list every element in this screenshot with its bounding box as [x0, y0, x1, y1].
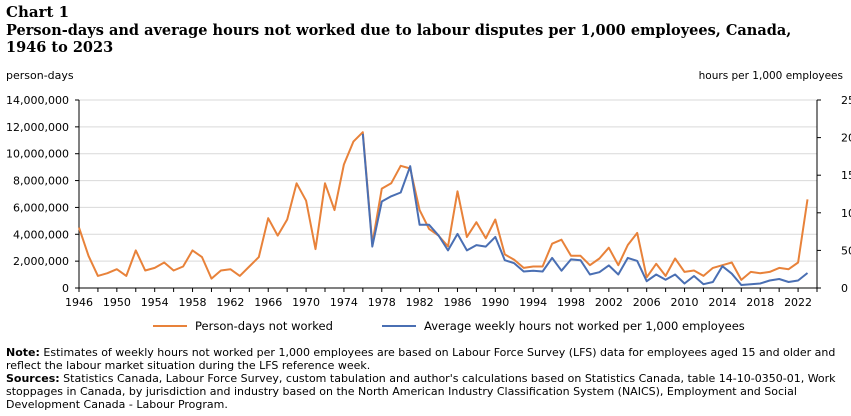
grid-lines	[79, 99, 817, 262]
y2-tick-label: 200	[841, 132, 851, 145]
legend-item-hours: Average weekly hours not worked per 1,00…	[382, 319, 745, 333]
legend-swatch-person-days	[153, 325, 187, 327]
legend-swatch-hours	[382, 325, 416, 327]
x-tick-label: 1990	[481, 296, 509, 309]
chart-title: Person-days and average hours not worked…	[6, 22, 792, 56]
x-tick-label: 1954	[141, 296, 169, 309]
notes-section: Note: Estimates of weekly hours not work…	[6, 346, 844, 411]
y2-tick-label: 50	[841, 244, 851, 257]
x-tick-label: 1950	[103, 296, 131, 309]
x-tick-label: 1986	[443, 296, 471, 309]
series-line-hours	[361, 133, 809, 286]
x-tick-label: 2010	[671, 296, 699, 309]
legend-label-hours: Average weekly hours not worked per 1,00…	[424, 319, 745, 333]
y-tick-label: 12,000,000	[6, 121, 69, 134]
chart-label: Chart 1	[6, 3, 70, 21]
series-line-person-days	[78, 131, 809, 281]
y-tick-label: 10,000,000	[6, 148, 69, 161]
note-text: Estimates of weekly hours not worked per…	[6, 346, 836, 372]
x-tick-label: 2018	[746, 296, 774, 309]
x-tick-label: 2002	[595, 296, 623, 309]
legend-label-person-days: Person-days not worked	[195, 319, 333, 333]
x-tick-label: 1966	[254, 296, 282, 309]
x-tick-label: 1982	[406, 296, 434, 309]
x-tick-label: 1998	[557, 296, 585, 309]
x-tick-label: 1958	[179, 296, 207, 309]
x-tick-label: 1946	[65, 296, 93, 309]
axes	[75, 99, 821, 292]
y-tick-label: 0	[62, 282, 69, 295]
note-label: Note:	[6, 346, 40, 359]
x-tick-label: 1978	[368, 296, 396, 309]
series-lines	[78, 131, 809, 286]
y-tick-label: 14,000,000	[6, 94, 69, 107]
y-tick-label: 2,000,000	[13, 255, 69, 268]
x-tick-label: 1970	[292, 296, 320, 309]
x-tick-label: 2006	[633, 296, 661, 309]
x-tick-label: 1974	[330, 296, 358, 309]
x-tick-label: 1962	[216, 296, 244, 309]
y2-tick-label: 250	[841, 94, 851, 107]
y-axis-label-right: hours per 1,000 employees	[698, 70, 843, 82]
sources-label: Sources:	[6, 372, 60, 385]
tick-labels: 0 2,000,000 4,000,000 6,000,000 8,000,000 10,…	[6, 94, 851, 309]
sources: Sources: Statistics Canada, Labour Force…	[6, 372, 844, 411]
note: Note: Estimates of weekly hours not work…	[6, 346, 844, 372]
y-tick-label: 6,000,000	[13, 201, 69, 214]
y2-tick-label: 150	[841, 169, 851, 182]
x-tick-label: 1994	[519, 296, 547, 309]
x-tick-label: 2014	[708, 296, 736, 309]
y2-tick-label: 0	[841, 282, 848, 295]
x-tick-label: 2022	[784, 296, 812, 309]
y-axis-label-left: person-days	[6, 69, 74, 82]
y-tick-label: 8,000,000	[13, 175, 69, 188]
y-tick-label: 4,000,000	[13, 228, 69, 241]
sources-text: Statistics Canada, Labour Force Survey, …	[6, 372, 836, 411]
legend-item-person-days: Person-days not worked	[153, 319, 333, 333]
y2-tick-label: 100	[841, 207, 851, 220]
